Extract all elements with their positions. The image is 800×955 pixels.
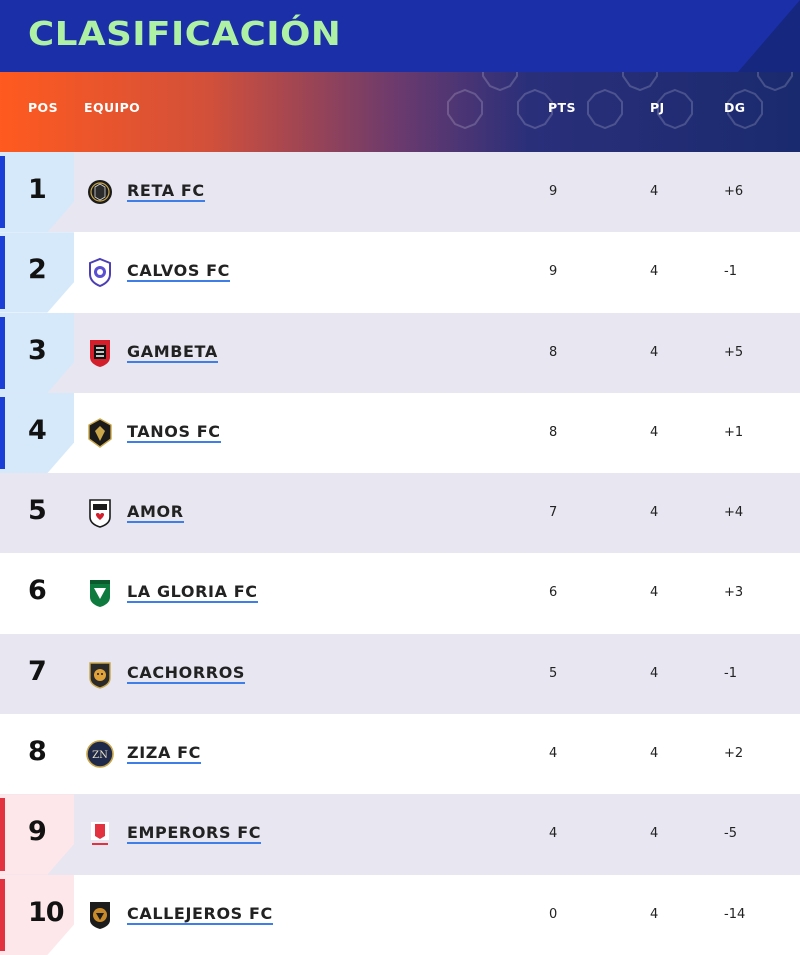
team-link[interactable]: EMPERORS FC <box>127 823 262 845</box>
table-row: 9 EMPERORS FC 4 4 -5 <box>0 794 800 875</box>
dg-value: +6 <box>724 184 744 199</box>
table-row: 5 AMOR 7 4 +4 <box>0 473 800 554</box>
dg-value: -14 <box>724 906 746 922</box>
column-header-pts: PTS <box>548 100 576 115</box>
pts-value: 9 <box>549 264 558 280</box>
pj-value: 4 <box>650 505 659 521</box>
pj-value: 4 <box>650 665 659 681</box>
page-title: CLASIFICACIÓN <box>28 14 342 53</box>
callejeros-fc-crest-icon <box>86 899 114 931</box>
pts-value: 8 <box>549 424 558 440</box>
table-row: 1 RETA FC 9 4 +6 <box>0 152 800 233</box>
pj-value: 4 <box>650 424 659 440</box>
team-link[interactable]: GAMBETA <box>127 341 218 363</box>
calvos-fc-crest-icon <box>86 256 114 288</box>
pts-value: 6 <box>549 585 558 601</box>
position-number: 8 <box>28 736 47 768</box>
pj-value: 4 <box>650 826 659 842</box>
top-zone-bar <box>0 156 5 229</box>
pts-value: 4 <box>549 746 558 762</box>
team-link[interactable]: TANOS FC <box>127 421 221 443</box>
position-number: 10 <box>28 896 65 928</box>
table-row: 8 ZN ZIZA FC 4 4 +2 <box>0 714 800 795</box>
emperors-fc-crest-icon <box>86 818 114 850</box>
column-header-dg: DG <box>724 100 746 115</box>
bottom-zone-bar <box>0 878 5 951</box>
svg-text:ZN: ZN <box>92 750 108 761</box>
top-zone-bar <box>0 396 5 470</box>
team-link[interactable]: RETA FC <box>127 181 205 202</box>
la-gloria-fc-crest-icon <box>86 577 114 609</box>
pj-value: 4 <box>650 264 659 280</box>
position-number: 2 <box>28 254 47 286</box>
table-row: 6 LA GLORIA FC 6 4 +3 <box>0 553 800 634</box>
ziza-fc-crest-icon: ZN <box>86 738 114 770</box>
position-number: 9 <box>28 816 47 848</box>
title-corner-decoration <box>738 0 800 72</box>
dg-value: -1 <box>724 665 737 681</box>
position-number: 3 <box>28 334 47 366</box>
cachorros-crest-icon <box>86 658 114 690</box>
position-number: 6 <box>28 575 47 607</box>
team-link[interactable]: ZIZA FC <box>127 743 201 765</box>
dg-value: +1 <box>724 424 744 440</box>
table-row: 10 CALLEJEROS FC 0 4 -14 <box>0 874 800 955</box>
pts-value: 4 <box>549 826 558 842</box>
pts-value: 5 <box>549 665 558 681</box>
top-zone-bar <box>0 316 5 389</box>
column-header-pos: POS <box>28 100 58 115</box>
pts-value: 7 <box>549 505 558 521</box>
team-link[interactable]: CALVOS FC <box>127 261 230 283</box>
dg-value: +5 <box>724 344 744 360</box>
pj-value: 4 <box>650 906 659 922</box>
table-row: 4 TANOS FC 8 4 +1 <box>0 392 800 474</box>
table-row: 7 CACHORROS 5 4 -1 <box>0 633 800 715</box>
gambeta-crest-icon <box>86 337 114 369</box>
pts-value: 0 <box>549 906 558 922</box>
table-row: 2 CALVOS FC 9 4 -1 <box>0 232 800 313</box>
dg-value: +3 <box>724 585 744 601</box>
position-number: 7 <box>28 655 47 687</box>
team-link[interactable]: LA GLORIA FC <box>127 582 258 604</box>
pts-value: 8 <box>549 344 558 360</box>
title-bar: CLASIFICACIÓN <box>0 0 800 72</box>
team-link[interactable]: CACHORROS <box>127 662 246 684</box>
standings-table: 1 RETA FC 9 4 +6 2 CALVOS FC 9 4 -1 3 GAMBETA 8 4 +5 4 T… <box>0 152 800 955</box>
amor-crest-icon <box>86 497 114 529</box>
bottom-zone-bar <box>0 798 5 871</box>
pj-value: 4 <box>650 746 659 762</box>
dg-value: -1 <box>724 264 737 280</box>
dg-value: -5 <box>724 826 737 842</box>
team-link[interactable]: CALLEJEROS FC <box>127 903 273 925</box>
pj-value: 4 <box>650 344 659 360</box>
pj-value: 4 <box>650 585 659 601</box>
reta-fc-crest-icon <box>86 176 114 208</box>
pts-value: 9 <box>549 184 558 199</box>
column-header-team: EQUIPO <box>84 100 141 115</box>
position-number: 5 <box>28 495 47 527</box>
team-link[interactable]: AMOR <box>127 502 184 524</box>
pj-value: 4 <box>650 184 659 199</box>
column-header-pj: PJ <box>650 100 665 115</box>
table-header: POS EQUIPO PTS PJ DG <box>0 72 800 152</box>
dg-value: +4 <box>724 505 744 521</box>
badge-pattern-icon <box>447 72 793 130</box>
tanos-fc-crest-icon <box>86 417 114 449</box>
position-number: 4 <box>28 414 47 446</box>
table-row: 3 GAMBETA 8 4 +5 <box>0 312 800 393</box>
top-zone-bar <box>0 236 5 309</box>
dg-value: +2 <box>724 746 744 762</box>
position-number: 1 <box>28 174 47 205</box>
